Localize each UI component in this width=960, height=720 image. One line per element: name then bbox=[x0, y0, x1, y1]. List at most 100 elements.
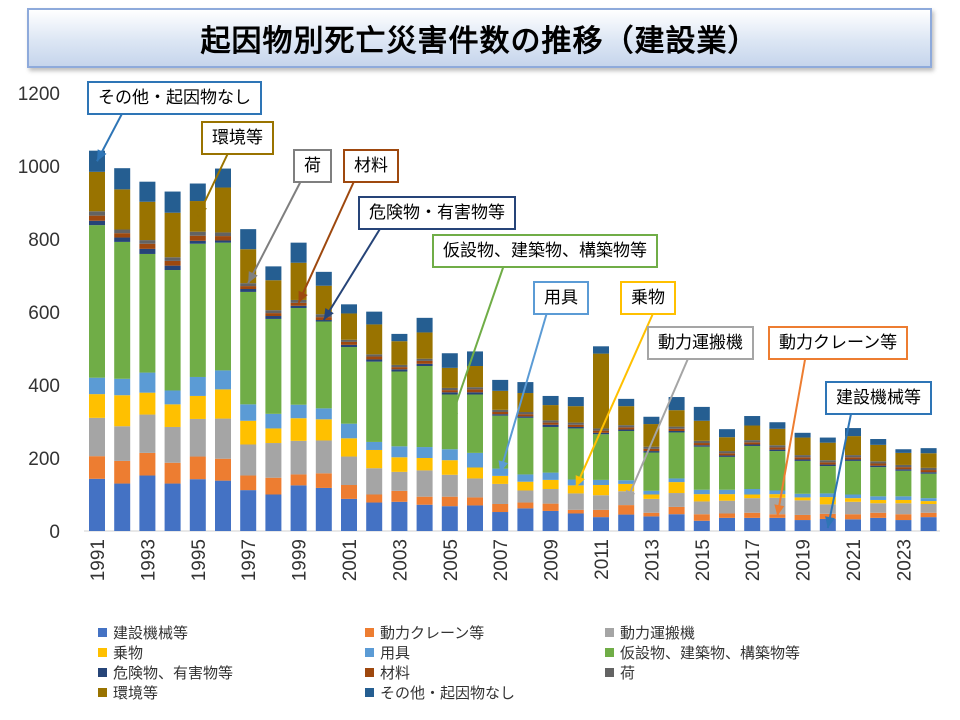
bar-segment bbox=[920, 517, 937, 531]
bar-segment bbox=[189, 243, 206, 377]
bar-segment bbox=[139, 243, 156, 249]
bar-segment bbox=[920, 501, 937, 504]
bar-segment bbox=[139, 452, 156, 476]
bar-segment bbox=[441, 387, 458, 391]
bar-segment bbox=[744, 440, 761, 443]
bar-segment bbox=[542, 489, 559, 504]
bar-segment bbox=[719, 455, 735, 457]
bar-segment bbox=[139, 240, 156, 244]
callout-arrow-line bbox=[776, 353, 807, 517]
callout-arrow-line bbox=[499, 308, 549, 473]
bar-segment bbox=[315, 408, 332, 420]
y-tick-label: 0 bbox=[49, 522, 60, 543]
bar-segment bbox=[845, 459, 861, 461]
bar-segment bbox=[719, 453, 735, 456]
bar-segment bbox=[593, 479, 609, 486]
bar-segment bbox=[593, 432, 609, 435]
bar-segment bbox=[794, 460, 811, 494]
bar-segment bbox=[920, 473, 937, 499]
bar-segment bbox=[819, 460, 836, 463]
bar-segment bbox=[845, 428, 861, 437]
bar-segment bbox=[845, 514, 861, 520]
bar-segment bbox=[467, 505, 483, 531]
bar-segment bbox=[668, 426, 685, 429]
bar-segment bbox=[794, 497, 811, 501]
bar-segment bbox=[366, 356, 383, 360]
bar-segment bbox=[290, 262, 307, 300]
bar-segment bbox=[618, 425, 635, 428]
bar-segment bbox=[89, 394, 105, 418]
bar-segment bbox=[139, 475, 156, 531]
bar-segment bbox=[567, 424, 584, 427]
bar-segment bbox=[542, 503, 559, 511]
bar-segment bbox=[845, 498, 861, 502]
callout-arrowhead bbox=[825, 516, 835, 529]
x-tick-label: 2017 bbox=[743, 539, 764, 581]
bar-segment bbox=[845, 457, 861, 460]
legend-item: 仮設物、建築物、構築物等 bbox=[605, 642, 800, 663]
bar-segment bbox=[668, 432, 685, 479]
bar-segment bbox=[693, 443, 710, 446]
bar-segment bbox=[391, 333, 408, 342]
bar-segment bbox=[441, 460, 458, 475]
bar-segment bbox=[341, 498, 357, 531]
bar-segment bbox=[618, 406, 635, 426]
bar-segment bbox=[895, 496, 912, 500]
bar-segment bbox=[265, 266, 282, 281]
bar-segment bbox=[139, 248, 156, 254]
bar-segment bbox=[290, 305, 307, 308]
bar-segment bbox=[366, 359, 383, 362]
legend-label: 用具 bbox=[380, 644, 411, 662]
bar-segment bbox=[794, 455, 811, 458]
chart-title: 起因物別死亡災害件数の推移（建設業） bbox=[200, 24, 759, 59]
x-tick-label: 2005 bbox=[441, 539, 462, 581]
bar-segment bbox=[341, 347, 357, 424]
bar-segment bbox=[895, 514, 912, 521]
bar-segment bbox=[643, 424, 660, 447]
bar-segment bbox=[895, 452, 912, 465]
bar-segment bbox=[542, 395, 559, 406]
bar-segment bbox=[492, 414, 509, 416]
legend-label: 危険物、有害物等 bbox=[113, 664, 234, 682]
bar-segment bbox=[315, 320, 332, 322]
x-tick-label: 2007 bbox=[491, 539, 512, 581]
bar-segment bbox=[693, 406, 710, 421]
y-tick-label: 400 bbox=[28, 376, 60, 397]
bar-segment bbox=[164, 265, 181, 271]
bar-segment bbox=[290, 404, 307, 419]
bar-segment bbox=[567, 509, 584, 514]
bar-segment bbox=[139, 392, 156, 415]
legend-swatch bbox=[98, 668, 107, 677]
bar-segment bbox=[164, 483, 181, 531]
bar-segment bbox=[391, 369, 408, 372]
legend-item: 動力クレーン等 bbox=[365, 622, 484, 643]
legend-label: 仮設物、建築物、構築物等 bbox=[620, 644, 801, 662]
legend-swatch bbox=[98, 628, 107, 637]
bar-segment bbox=[492, 412, 509, 415]
bar-segment bbox=[265, 310, 282, 314]
legend-item: 荷 bbox=[605, 662, 635, 683]
bar-segment bbox=[542, 472, 559, 480]
bar-segment bbox=[567, 513, 584, 531]
bar-segment bbox=[441, 496, 458, 507]
bar-segment bbox=[492, 483, 509, 504]
bar-segment bbox=[668, 397, 685, 411]
callout-arrowhead bbox=[448, 409, 459, 422]
bar-segment bbox=[164, 390, 181, 405]
bar-segment bbox=[794, 493, 811, 498]
bar-segment bbox=[769, 445, 786, 448]
bar-segment bbox=[693, 489, 710, 495]
bar-segment bbox=[769, 449, 786, 452]
bar-segment bbox=[693, 446, 710, 490]
bar-segment bbox=[215, 242, 231, 371]
bar-segment bbox=[341, 304, 357, 314]
callout-arrowhead bbox=[774, 504, 785, 517]
bar-segment bbox=[391, 341, 408, 365]
bar-segment bbox=[164, 404, 181, 427]
bar-segment bbox=[567, 485, 584, 494]
bar-segment bbox=[870, 465, 887, 468]
bar-segment bbox=[265, 428, 282, 444]
x-tick-label: 2011 bbox=[592, 539, 613, 580]
bar-segment bbox=[391, 371, 408, 447]
bar-segment bbox=[240, 291, 257, 405]
